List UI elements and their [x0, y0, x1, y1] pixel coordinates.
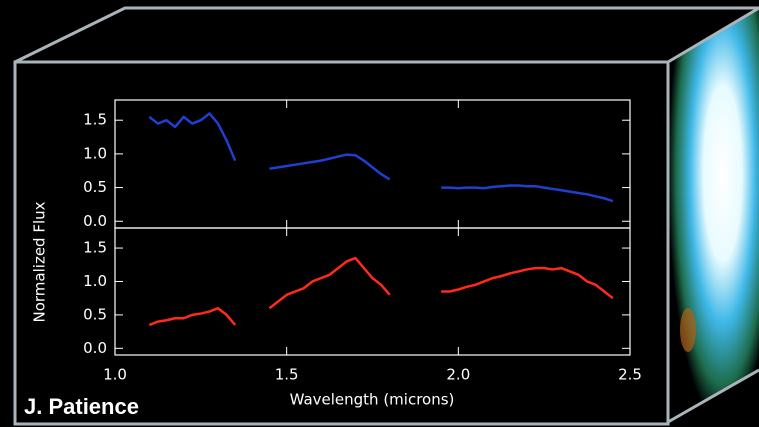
x-tick-label: 1.0	[103, 366, 127, 384]
cube-edge	[14, 6, 759, 64]
x-axis-label: Wavelength (microns)	[290, 391, 455, 409]
y-tick-label: 1.0	[83, 272, 107, 290]
cube-side-spot	[680, 308, 696, 352]
y-tick-label: 0.0	[83, 339, 107, 357]
y-tick-label: 0.5	[83, 305, 107, 323]
y-tick-label: 1.0	[83, 144, 107, 162]
cube-front	[13, 60, 670, 426]
x-tick-label: 1.5	[275, 366, 299, 384]
y-tick-label: 0.5	[83, 178, 107, 196]
y-tick-label: 0.0	[83, 212, 107, 230]
plot-frame	[114, 227, 631, 356]
y-tick-label: 1.5	[83, 111, 107, 129]
spectrum-line	[148, 256, 614, 327]
x-tick-label: 2.5	[618, 366, 642, 384]
spectrum-line	[148, 112, 614, 203]
cube	[13, 6, 759, 426]
cube-edge	[667, 368, 759, 424]
cube-edge	[667, 6, 759, 64]
credit: J. Patience	[24, 394, 139, 419]
cube-side-image	[668, 8, 759, 422]
y-axis-label: Normalized Flux	[31, 201, 49, 322]
x-tick-label: 2.0	[446, 366, 470, 384]
y-tick-label: 1.5	[83, 239, 107, 257]
plot-frame	[114, 99, 631, 229]
